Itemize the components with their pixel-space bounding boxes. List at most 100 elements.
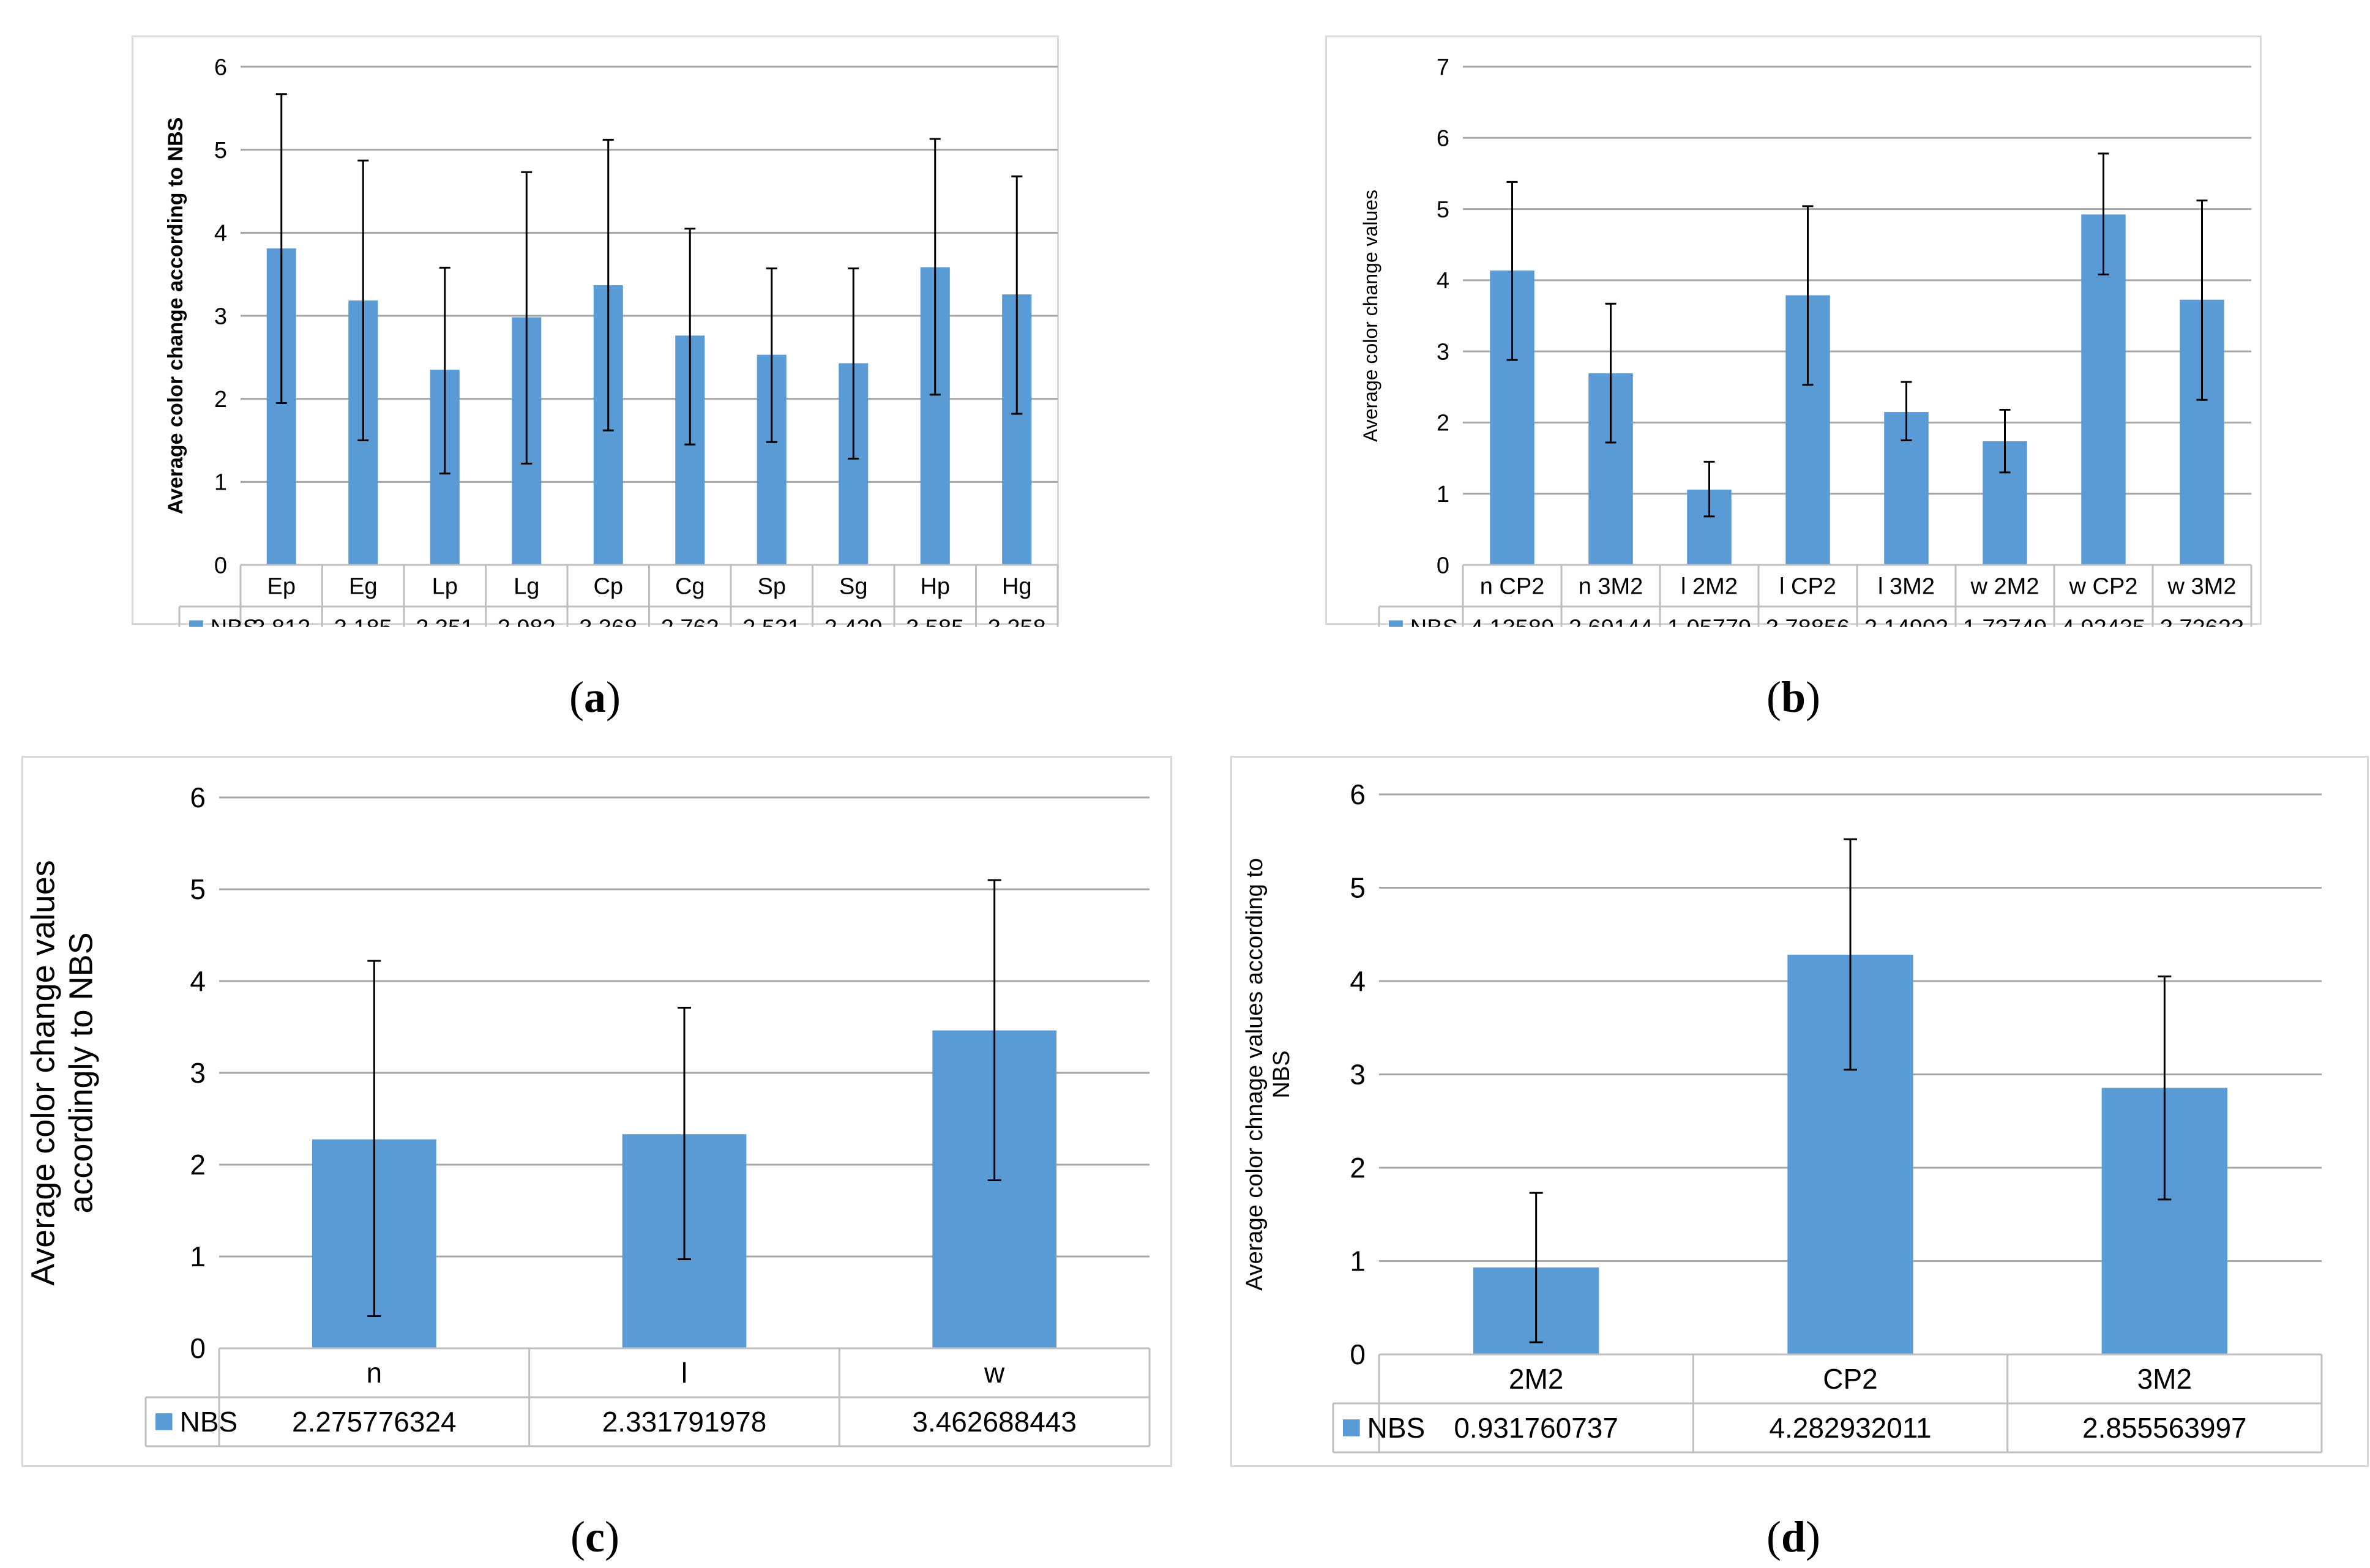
data-value-label: 3.812: [252, 615, 310, 627]
chart-panel-a: 0 1 2 3 4 5 6 Average color change according to…: [132, 35, 1059, 627]
y-tick-label: 7: [1437, 54, 1449, 80]
data-value-label: 2.351: [416, 615, 474, 627]
y-tick-label: 2: [1437, 411, 1449, 436]
data-value-label: 4.13589: [1470, 615, 1554, 627]
y-tick-label: 5: [1350, 872, 1366, 904]
y-tick-label: 4: [214, 221, 227, 247]
category-label: n CP2: [1480, 573, 1545, 599]
legend-label: NBS: [211, 615, 258, 627]
y-axis-label: Average color change according to NBS: [164, 118, 187, 515]
y-tick-label: 4: [1437, 268, 1449, 294]
chart-a-svg: 0 1 2 3 4 5 6 Average color change according to…: [164, 54, 1059, 627]
data-value-label: 2.429: [824, 615, 883, 627]
data-value-label: 1.73749: [1963, 615, 2047, 627]
y-tick-label: 1: [1437, 482, 1449, 507]
category-label: l: [681, 1357, 687, 1389]
category-label: w: [984, 1357, 1005, 1389]
data-value-label: 3.78856: [1766, 615, 1850, 627]
data-value-label: 3.462688443: [912, 1406, 1077, 1438]
y-tick-label: 5: [214, 138, 227, 163]
category-label: w CP2: [2069, 573, 2138, 599]
y-tick-label: 2: [1350, 1152, 1366, 1184]
data-value-label: 3.72623: [2160, 615, 2244, 627]
category-label: l CP2: [1779, 573, 1836, 599]
y-tick-label: 0: [190, 1332, 206, 1364]
y-axis-label: Average color change valuesaccordingly t…: [24, 860, 99, 1285]
y-tick-label: 3: [190, 1057, 206, 1089]
category-label: l 2M2: [1681, 573, 1738, 599]
data-value-label: 2.14902: [1864, 615, 1948, 627]
chart-panel-d: 0 1 2 3 4 5 6 Average color chnage values accor…: [1230, 756, 2369, 1467]
category-label: CP2: [1823, 1363, 1877, 1395]
category-label: l 3M2: [1878, 573, 1935, 599]
category-label: n: [367, 1357, 383, 1389]
data-value-label: 2.762: [661, 615, 719, 627]
y-tick-label: 1: [190, 1241, 206, 1272]
legend-label: NBS: [1367, 1412, 1426, 1444]
category-label: Hp: [920, 573, 950, 599]
data-value-label: 2.331791978: [602, 1406, 767, 1438]
data-value-label: 0.931760737: [1454, 1412, 1618, 1444]
category-label: Ep: [267, 573, 296, 599]
category-label: Eg: [349, 573, 377, 599]
legend-swatch: [189, 620, 203, 627]
category-label: Sp: [758, 573, 786, 599]
data-value-label: 3.185: [334, 615, 392, 627]
y-axis-label: Average color change values: [1359, 190, 1381, 442]
y-tick-label: 3: [1437, 339, 1449, 365]
category-label: Cg: [675, 573, 705, 599]
category-label: Lg: [514, 573, 539, 599]
y-tick-label: 6: [1350, 778, 1366, 810]
y-tick-label: 5: [1437, 197, 1449, 223]
chart-panel-c: 0 1 2 3 4 5 6 Average color change valuesaccord…: [21, 756, 1172, 1467]
legend-swatch: [155, 1413, 173, 1430]
legend-label: NBS: [1410, 615, 1458, 627]
data-value-label: 4.92435: [2062, 615, 2145, 627]
y-tick-label: 2: [190, 1149, 206, 1181]
chart-c-svg: 0 1 2 3 4 5 6 Average color change valuesaccord…: [24, 782, 1151, 1447]
y-tick-label: 2: [214, 387, 227, 413]
caption-a: (a): [569, 673, 621, 722]
y-tick-label: 5: [190, 873, 206, 905]
data-value-label: 2.275776324: [292, 1406, 457, 1438]
legend-swatch: [1389, 620, 1403, 627]
category-label: n 3M2: [1579, 573, 1643, 599]
category-label: w 2M2: [1970, 573, 2039, 599]
y-axis-label: Average color chnage values according to…: [1242, 858, 1295, 1291]
y-tick-label: 3: [214, 304, 227, 329]
y-tick-label: 1: [214, 470, 227, 496]
legend-swatch: [1343, 1419, 1360, 1436]
data-value-label: 1.05779: [1667, 615, 1751, 627]
y-tick-label: 4: [190, 965, 206, 997]
data-value-label: 3.368: [579, 615, 637, 627]
data-value-label: 2.531: [742, 615, 801, 627]
chart-d-svg: 0 1 2 3 4 5 6 Average color chnage values accor…: [1242, 778, 2323, 1454]
category-label: 3M2: [2137, 1363, 2192, 1395]
caption-d: (d): [1766, 1512, 1820, 1561]
category-label: w 3M2: [2167, 573, 2237, 599]
data-value-label: 2.982: [498, 615, 556, 627]
category-label: Cp: [593, 573, 623, 599]
data-value-label: 3.585: [906, 615, 964, 627]
caption-c: (c): [570, 1512, 619, 1561]
y-tick-label: 6: [1437, 126, 1449, 152]
legend-label: NBS: [180, 1406, 238, 1438]
data-value-label: 2.69144: [1569, 615, 1653, 627]
y-tick-label: 4: [1350, 965, 1366, 997]
y-tick-label: 0: [214, 553, 227, 578]
y-tick-label: 1: [1350, 1245, 1366, 1277]
category-label: Lp: [432, 573, 458, 599]
chart-b-svg: 0 1 2 3 4 5 6 7 Average color change values n CP2…: [1359, 54, 2252, 627]
y-tick-label: 6: [214, 54, 227, 80]
y-tick-label: 0: [1437, 553, 1449, 578]
y-tick-label: 0: [1350, 1338, 1366, 1370]
category-label: Hg: [1002, 573, 1032, 599]
y-tick-label: 3: [1350, 1059, 1366, 1091]
chart-panel-b: 0 1 2 3 4 5 6 7 Average color change values n CP2…: [1325, 35, 2262, 627]
y-tick-label: 6: [190, 782, 206, 813]
category-label: Sg: [839, 573, 867, 599]
data-value-label: 3.258: [988, 615, 1046, 627]
caption-b: (b): [1766, 673, 1820, 722]
category-label: 2M2: [1509, 1363, 1563, 1395]
data-value-label: 2.855563997: [2082, 1412, 2247, 1444]
